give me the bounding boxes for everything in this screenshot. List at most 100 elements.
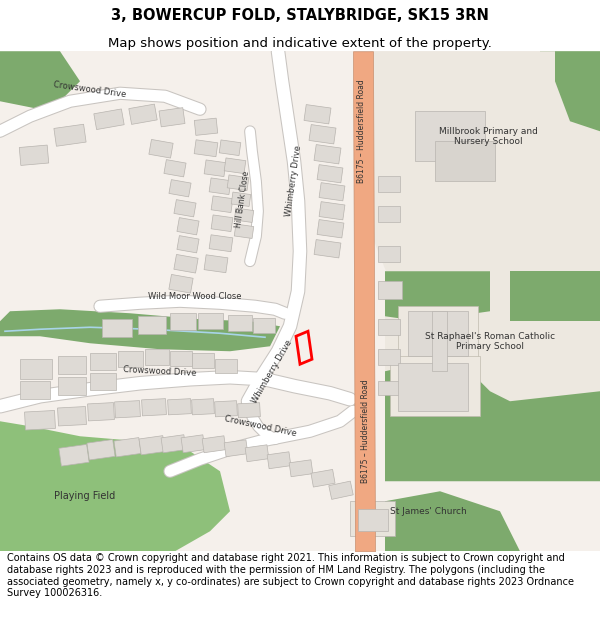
Polygon shape	[370, 51, 600, 281]
Text: B6175 – Huddersfield Road: B6175 – Huddersfield Road	[361, 379, 371, 483]
Bar	[231, 192, 251, 206]
Bar	[145, 349, 169, 365]
Bar	[170, 313, 196, 330]
Bar	[94, 109, 124, 129]
Bar	[238, 402, 260, 418]
Bar	[211, 196, 233, 212]
Bar	[267, 452, 291, 469]
Bar	[202, 436, 226, 452]
Bar	[378, 176, 400, 192]
Bar	[90, 373, 116, 390]
Bar	[319, 182, 345, 201]
Bar	[227, 175, 249, 191]
Bar	[177, 217, 199, 235]
Bar	[378, 206, 400, 222]
Bar	[224, 158, 246, 174]
Bar	[194, 118, 218, 136]
Polygon shape	[0, 51, 80, 111]
Bar	[319, 202, 345, 220]
Polygon shape	[385, 271, 490, 321]
Bar	[114, 438, 141, 457]
Bar	[59, 444, 89, 466]
Bar	[245, 445, 269, 462]
Text: Whimberry Drive: Whimberry Drive	[250, 338, 294, 404]
Bar	[435, 141, 495, 181]
Text: Map shows position and indicative extent of the property.: Map shows position and indicative extent…	[108, 37, 492, 50]
Bar	[191, 399, 214, 415]
Bar	[228, 315, 252, 331]
Text: B6175 – Huddersfield Road: B6175 – Huddersfield Road	[358, 79, 367, 183]
Bar	[317, 219, 344, 238]
Bar	[224, 440, 248, 457]
Polygon shape	[385, 491, 520, 551]
Bar	[142, 399, 166, 416]
Polygon shape	[540, 51, 600, 171]
Bar	[149, 139, 173, 158]
Text: Wild Moor Wood Close: Wild Moor Wood Close	[148, 292, 242, 301]
Bar	[58, 356, 86, 374]
Text: 3, BOWERCUP FOLD, STALYBRIDGE, SK15 3RN: 3, BOWERCUP FOLD, STALYBRIDGE, SK15 3RN	[111, 8, 489, 22]
Bar	[234, 208, 254, 222]
Polygon shape	[385, 361, 600, 481]
Text: Crowswood Drive: Crowswood Drive	[53, 80, 127, 99]
Bar	[204, 255, 228, 272]
Text: St James' Church: St James' Church	[390, 507, 467, 516]
Bar	[58, 378, 86, 395]
Bar	[209, 178, 231, 194]
Polygon shape	[0, 411, 230, 551]
Bar	[219, 140, 241, 156]
Bar	[139, 436, 165, 455]
Bar	[25, 411, 55, 430]
Bar	[138, 316, 166, 334]
Bar	[20, 381, 50, 399]
Bar	[181, 435, 205, 452]
Text: Hill Bank Close: Hill Bank Close	[235, 170, 251, 228]
Bar	[234, 224, 254, 239]
Bar	[211, 215, 233, 232]
Bar	[390, 356, 480, 416]
Bar	[304, 104, 331, 124]
Bar	[209, 235, 233, 252]
Polygon shape	[555, 51, 600, 131]
Bar	[58, 406, 86, 426]
Text: St Raphael's Roman Catholic
Primary School: St Raphael's Roman Catholic Primary Scho…	[425, 331, 555, 351]
Text: Contains OS data © Crown copyright and database right 2021. This information is : Contains OS data © Crown copyright and d…	[7, 554, 574, 598]
Bar	[311, 469, 335, 487]
Bar	[432, 311, 447, 371]
Bar	[87, 439, 115, 460]
Bar	[378, 319, 400, 335]
Bar	[129, 104, 157, 124]
Polygon shape	[385, 271, 600, 481]
Bar	[398, 306, 478, 361]
Polygon shape	[390, 496, 450, 551]
Bar	[398, 363, 468, 411]
Bar	[54, 124, 86, 146]
Bar	[198, 313, 223, 329]
Text: Whimberry Drive: Whimberry Drive	[284, 145, 304, 217]
Bar	[90, 353, 116, 370]
Bar	[88, 402, 115, 421]
Bar	[19, 145, 49, 166]
Bar	[20, 359, 52, 379]
Bar	[215, 401, 238, 417]
Bar	[204, 160, 226, 177]
Bar	[169, 274, 193, 293]
Bar	[309, 124, 336, 144]
Bar	[378, 381, 400, 395]
Bar	[358, 509, 388, 531]
Bar	[174, 199, 196, 217]
Bar	[350, 501, 395, 536]
Bar	[192, 353, 214, 368]
Bar	[161, 435, 186, 452]
Bar	[115, 401, 140, 418]
Bar	[253, 318, 275, 333]
Bar	[378, 281, 402, 299]
Bar	[289, 460, 313, 477]
Bar	[164, 159, 186, 177]
Bar	[378, 349, 400, 365]
Bar	[169, 179, 191, 197]
Bar	[314, 144, 341, 164]
Bar	[177, 236, 199, 253]
Bar	[174, 254, 198, 273]
Bar	[314, 239, 341, 258]
